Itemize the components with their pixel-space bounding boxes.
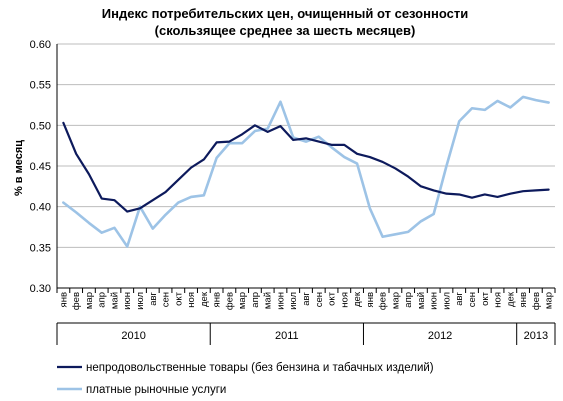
series-lines — [62, 95, 550, 248]
series-line — [62, 95, 550, 248]
x-tick-label: сен — [467, 292, 478, 307]
x-tick-label: окт — [327, 291, 338, 306]
year-label: 2012 — [428, 330, 452, 342]
x-tick-label: июл — [441, 292, 452, 310]
x-tick-label: авг — [454, 291, 465, 305]
x-tick-label: май — [263, 292, 274, 309]
legend: непродовольственные товары (без бензина … — [57, 362, 434, 396]
x-tick-label: окт — [173, 291, 184, 306]
x-tick-label: ноя — [186, 292, 197, 308]
chart-title-line2: (скользящее среднее за шесть месяцев) — [155, 23, 416, 38]
x-tick-label: авг — [301, 291, 312, 305]
x-tick-label: фев — [71, 292, 82, 310]
y-tick-label: 0.30 — [30, 283, 51, 295]
year-label: 2010 — [121, 330, 145, 342]
x-tick-label: июл — [288, 292, 299, 310]
x-tick-label: дек — [505, 291, 516, 307]
x-tick-label: июн — [122, 292, 133, 310]
series-line — [62, 121, 550, 213]
x-tick-label: ноя — [339, 292, 350, 308]
y-tick-label: 0.35 — [30, 242, 51, 254]
grid-lines — [57, 43, 555, 289]
y-tick-label: 0.50 — [30, 120, 51, 132]
x-tick-label: мар — [544, 292, 555, 309]
y-tick-labels: 0.30 0.35 0.40 0.45 0.50 0.55 0.60 — [30, 39, 51, 295]
x-tick-label: сен — [314, 292, 325, 307]
x-tick-label: июн — [429, 292, 440, 310]
year-label: 2011 — [275, 330, 299, 342]
x-tick-label: янв — [365, 292, 376, 307]
x-tick-label: июн — [275, 292, 286, 310]
x-tick-label: май — [416, 292, 427, 309]
x-tick-label: янв — [212, 292, 223, 307]
legend-label: непродовольственные товары (без бензина … — [86, 362, 434, 374]
x-tick-label: фев — [531, 292, 542, 310]
chart-title-line1: Индекс потребительских цен, очищенный от… — [102, 6, 468, 21]
x-tick-label: окт — [480, 291, 491, 306]
year-label: 2013 — [524, 330, 548, 342]
y-tick-label: 0.45 — [30, 161, 51, 173]
x-tick-label: апр — [250, 292, 261, 308]
x-tick-label: май — [109, 292, 120, 309]
x-tick-label: фев — [378, 292, 389, 310]
x-axis: янв фев мар апр май июн июл авг сен окт ноя дек янв ф… — [56, 44, 556, 345]
x-tick-label: дек — [352, 291, 363, 307]
x-tick-label: фев — [224, 292, 235, 310]
x-tick-label: авг — [148, 291, 159, 305]
x-tick-label: апр — [403, 292, 414, 308]
x-tick-label: мар — [237, 292, 248, 309]
y-axis-label: % в месяц — [13, 140, 25, 196]
x-tick-label: апр — [97, 292, 108, 308]
x-tick-label: мар — [84, 292, 95, 309]
y-tick-label: 0.60 — [30, 39, 51, 51]
x-tick-label: ноя — [493, 292, 504, 308]
y-tick-label: 0.40 — [30, 202, 51, 214]
x-tick-label: янв — [58, 292, 69, 307]
legend-label: платные рыночные услуги — [86, 384, 226, 396]
y-tick-label: 0.55 — [30, 80, 51, 92]
x-tick-label: мар — [390, 292, 401, 309]
x-tick-label: сен — [161, 292, 172, 307]
x-tick-label: янв — [518, 292, 529, 307]
x-tick-label: дек — [199, 291, 210, 307]
x-tick-label: июл — [135, 292, 146, 310]
